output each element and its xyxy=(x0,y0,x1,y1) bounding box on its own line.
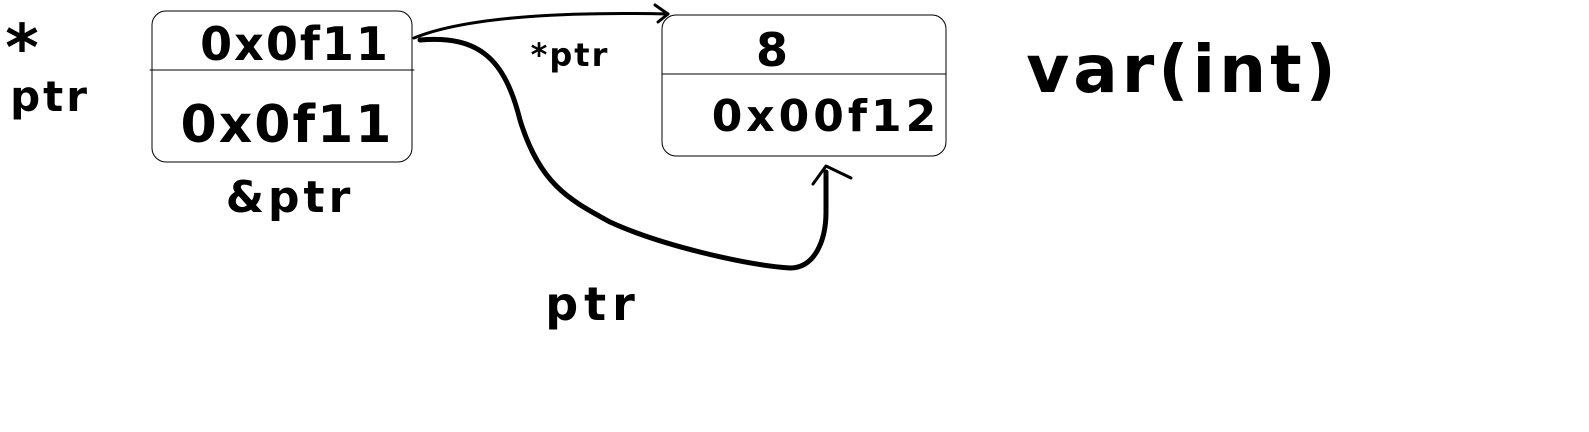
int-cell-value: 8 xyxy=(756,23,788,77)
ptr-label-left: ptr xyxy=(10,72,90,121)
int-cell: 8 0x00f12 xyxy=(661,14,947,157)
star-marker: * xyxy=(5,12,38,86)
pointer-cell: 0x0f11 0x0f11 xyxy=(149,10,415,163)
pointer-cell-value: 0x0f11 xyxy=(200,17,390,71)
pointer-cell-box xyxy=(151,10,413,163)
dereference-arrow xyxy=(412,11,670,40)
address-arrow-head xyxy=(811,164,853,186)
deref-ptr-label: *ptr xyxy=(531,36,610,74)
int-cell-box xyxy=(661,14,947,157)
var-declaration: var(int) xyxy=(1026,31,1340,108)
address-arrow xyxy=(417,36,829,271)
int-cell-address: 0x00f12 xyxy=(712,91,941,142)
address-of-ptr-label: &ptr xyxy=(226,172,355,223)
ptr-label-bottom: ptr xyxy=(545,277,641,331)
pointer-cell-address: 0x0f11 xyxy=(181,95,394,155)
dereference-arrow-head xyxy=(653,3,670,24)
